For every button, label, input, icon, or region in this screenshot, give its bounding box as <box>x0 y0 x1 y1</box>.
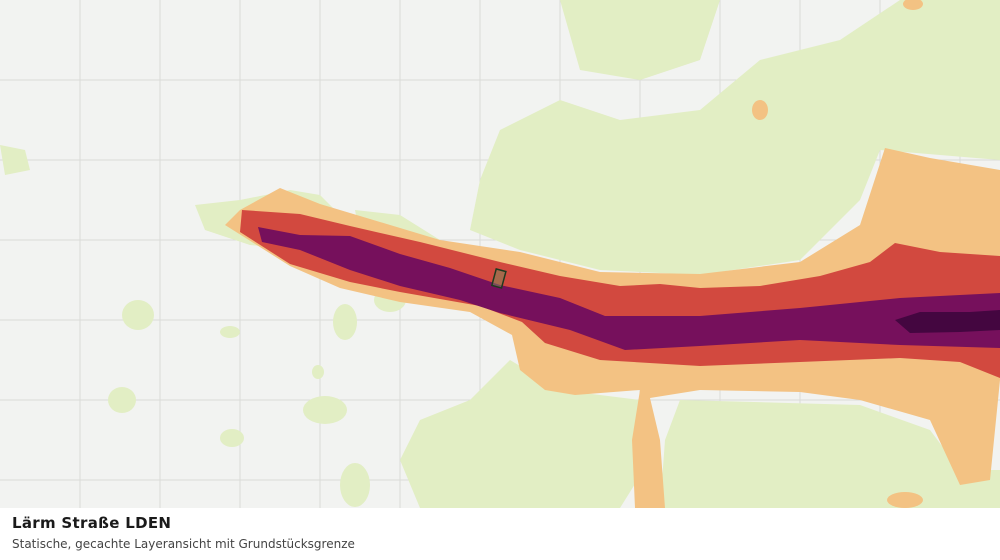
noise-zone-medium <box>752 100 768 120</box>
noise-zone-low <box>0 0 1000 508</box>
noise-zone-medium <box>903 0 923 10</box>
parcel-boundary <box>490 268 507 289</box>
layer-subtitle: Statische, gecachte Layeransicht mit Gru… <box>12 537 355 551</box>
layer-title: Lärm Straße LDEN <box>12 514 172 532</box>
map <box>0 0 1000 508</box>
noise-zone-highest <box>895 310 1000 333</box>
noise-zone-medium <box>887 492 923 508</box>
noise-zone-very-high <box>258 227 1000 350</box>
info-panel: Lärm Straße LDEN Statische, gecachte Lay… <box>0 508 1000 560</box>
